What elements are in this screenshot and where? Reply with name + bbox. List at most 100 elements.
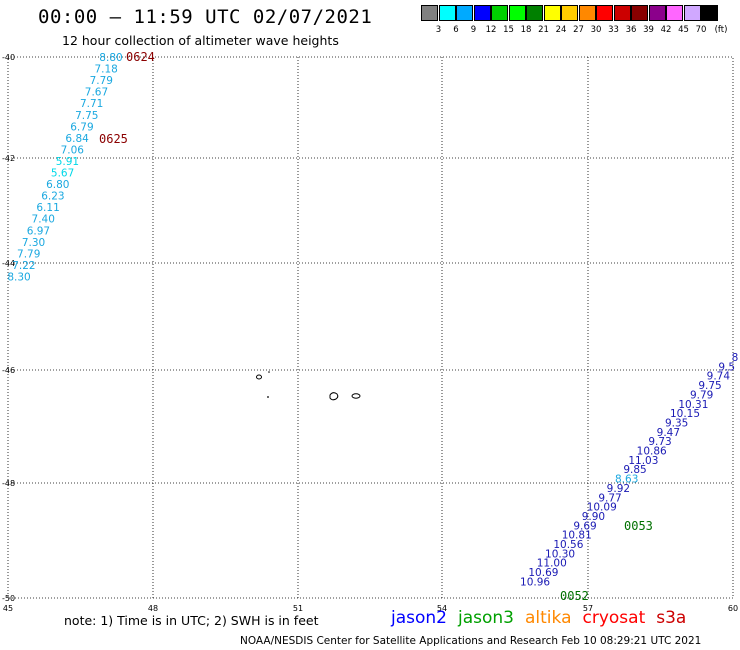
island-outline — [351, 393, 361, 399]
wave-height-label: 8 — [732, 352, 739, 364]
wave-height-label: 7.75 — [75, 110, 98, 122]
legend-swatch — [473, 5, 491, 21]
wave-height-label: 8.80 — [99, 52, 122, 64]
latitude-label: -40 — [2, 53, 15, 62]
legend-swatch — [666, 5, 683, 21]
latitude-label: -48 — [2, 479, 15, 488]
wave-height-label: 9.92 — [607, 483, 630, 495]
page-subtitle: 12 hour collection of altimeter wave hei… — [62, 33, 339, 48]
satellite-name-altika: altika — [525, 608, 572, 628]
legend-level-label: 36 — [625, 25, 637, 35]
wave-height-label: 7.71 — [80, 98, 103, 110]
legend-level-label: 42 — [660, 25, 672, 35]
legend-swatch — [526, 5, 543, 21]
legend-swatch — [596, 5, 613, 21]
island-outline — [268, 371, 270, 373]
legend-swatch — [421, 5, 438, 21]
legend-swatch — [438, 5, 456, 21]
legend-level-label: 27 — [573, 25, 584, 35]
legend-swatch — [508, 5, 526, 21]
track-time-label: 0053 — [624, 519, 653, 533]
wave-height-label: 10.30 — [545, 548, 575, 560]
satellite-name-jason2: jason2 — [391, 608, 447, 628]
track-time-label: 0625 — [99, 132, 128, 146]
wave-height-label: 7.67 — [85, 87, 108, 99]
latitude-label: -42 — [2, 154, 15, 163]
legend-swatch — [491, 5, 508, 21]
island-outline — [329, 392, 339, 401]
wave-height-label: 6.84 — [65, 133, 89, 145]
wave-height-label: 10.81 — [562, 530, 592, 542]
wave-height-label: 8.63 — [615, 474, 638, 486]
legend-level-label: 18 — [520, 25, 532, 35]
wave-height-label: 10.56 — [553, 539, 583, 551]
wave-height-label: 9.73 — [648, 436, 671, 448]
wave-height-label: 7.30 — [22, 237, 45, 249]
wave-height-label: 7.06 — [61, 144, 85, 156]
legend-level-label: 12 — [485, 25, 497, 35]
wave-height-label: 6.23 — [41, 191, 64, 203]
wave-height-label: 9.90 — [582, 511, 605, 523]
wave-height-label: 10.09 — [587, 502, 617, 514]
wave-height-label: 6.97 — [27, 225, 50, 237]
legend-level-label: 6 — [453, 25, 459, 35]
legend-swatch — [648, 5, 666, 21]
legend-level-label: 30 — [590, 25, 602, 35]
latitude-label: -46 — [2, 366, 15, 375]
legend-level-label: 3 — [435, 25, 442, 35]
wave-height-label: 6.79 — [70, 121, 93, 133]
wave-height-label: 5.91 — [56, 156, 79, 168]
wave-height-label: 6.80 — [46, 179, 69, 191]
legend-level-label: 45 — [678, 25, 689, 35]
island-outline — [256, 374, 262, 380]
satellite-name-cryosat: cryosat — [582, 608, 646, 628]
wave-height-label: 9.69 — [573, 520, 596, 532]
wave-height-label: 11.00 — [537, 558, 567, 570]
wave-height-label: 7.22 — [12, 260, 35, 272]
wave-height-label: 6.11 — [36, 202, 59, 214]
wave-height-label: 8.30 — [7, 271, 30, 283]
wave-height-label: 9.74 — [707, 371, 731, 383]
track-time-label: 0624 — [126, 50, 155, 64]
wave-height-label: 7.18 — [94, 64, 117, 76]
page-title: 00:00 – 11:59 UTC 02/07/2021 — [38, 6, 373, 28]
legend-level-label: 15 — [503, 25, 514, 35]
wave-height-label: 7.79 — [17, 248, 40, 260]
satellite-name-s3a: s3a — [656, 608, 687, 628]
latitude-label: -50 — [2, 594, 15, 603]
legend-level-label: 9 — [470, 25, 477, 35]
legend-level-label: 24 — [555, 25, 567, 35]
legend-swatch — [456, 5, 473, 21]
legend-level-label: 39 — [643, 25, 654, 35]
legend-level-label: 33 — [608, 25, 619, 35]
satellite-legend: jason2 jason3 altika cryosat s3a — [391, 608, 697, 628]
wave-height-label: 10.86 — [637, 446, 667, 458]
latitude-label: -44 — [2, 259, 15, 268]
legend-swatch — [613, 5, 631, 21]
legend-swatch — [701, 5, 718, 21]
legend-swatch — [543, 5, 561, 21]
island-outline — [267, 396, 269, 398]
wave-height-label: 9.85 — [623, 464, 646, 476]
wave-height-label: 9.5 — [718, 361, 735, 373]
satellite-name-jason3: jason3 — [458, 608, 514, 628]
wave-height-label: 10.31 — [678, 399, 708, 411]
wave-height-label: 10.15 — [670, 408, 700, 420]
wave-height-label: 5.67 — [51, 168, 74, 180]
legend-unit-label: (ft) — [714, 25, 728, 35]
track-time-label: 0052 — [560, 589, 589, 603]
longitude-label: 60 — [728, 604, 738, 613]
wave-height-label: 9.35 — [665, 417, 688, 429]
longitude-label: 45 — [3, 604, 13, 613]
wave-height-label: 9.75 — [698, 380, 721, 392]
wave-height-label: 10.96 — [520, 576, 550, 588]
wave-height-label: 9.79 — [690, 389, 713, 401]
legend-swatch — [578, 5, 596, 21]
legend-level-label: 70 — [695, 25, 707, 35]
longitude-label: 54 — [437, 604, 447, 613]
footnote: note: 1) Time is in UTC; 2) SWH is in fe… — [64, 613, 319, 628]
wave-height-label: 9.47 — [657, 427, 680, 439]
wave-height-label: 7.40 — [32, 214, 55, 226]
legend-swatch — [683, 5, 701, 21]
